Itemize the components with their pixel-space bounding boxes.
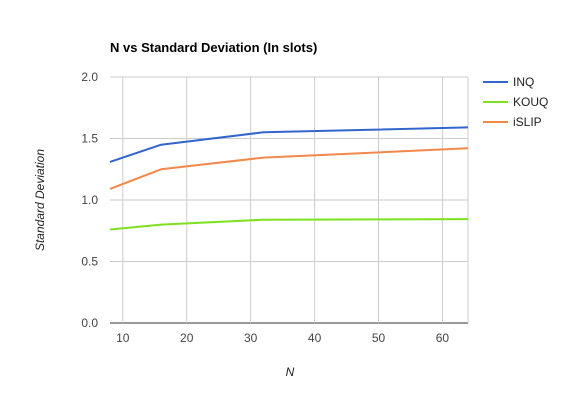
y-tick-label: 1.5 xyxy=(81,132,98,146)
legend-label-kouq: KOUQ xyxy=(513,95,548,109)
series-lines xyxy=(109,126,469,231)
x-tick-label: 20 xyxy=(180,331,194,345)
y-axis-title: Standard Deviation xyxy=(33,149,47,251)
y-tick-label: 0.0 xyxy=(81,316,98,330)
x-axis-title: N xyxy=(286,365,295,379)
y-axis-ticks: 0.0 0.5 1.0 1.5 2.0 xyxy=(81,70,98,330)
x-tick-label: 60 xyxy=(436,331,450,345)
series-line-islip xyxy=(109,147,469,190)
legend-label-islip: iSLIP xyxy=(513,115,542,129)
x-tick-label: 40 xyxy=(308,331,322,345)
legend-label-inq: INQ xyxy=(513,75,534,89)
legend: INQ KOUQ iSLIP xyxy=(483,75,548,129)
series-line-kouq xyxy=(109,218,469,231)
y-tick-label: 2.0 xyxy=(81,70,98,84)
series-line-inq xyxy=(109,126,469,163)
y-tick-label: 1.0 xyxy=(81,193,98,207)
x-tick-label: 30 xyxy=(244,331,258,345)
y-tick-label: 0.5 xyxy=(81,255,98,269)
x-tick-label: 10 xyxy=(116,331,130,345)
x-tick-label: 50 xyxy=(372,331,386,345)
x-axis-ticks: 10 20 30 40 50 60 xyxy=(116,331,449,345)
grid xyxy=(110,76,469,324)
chart-title: N vs Standard Deviation (In slots) xyxy=(110,40,317,55)
